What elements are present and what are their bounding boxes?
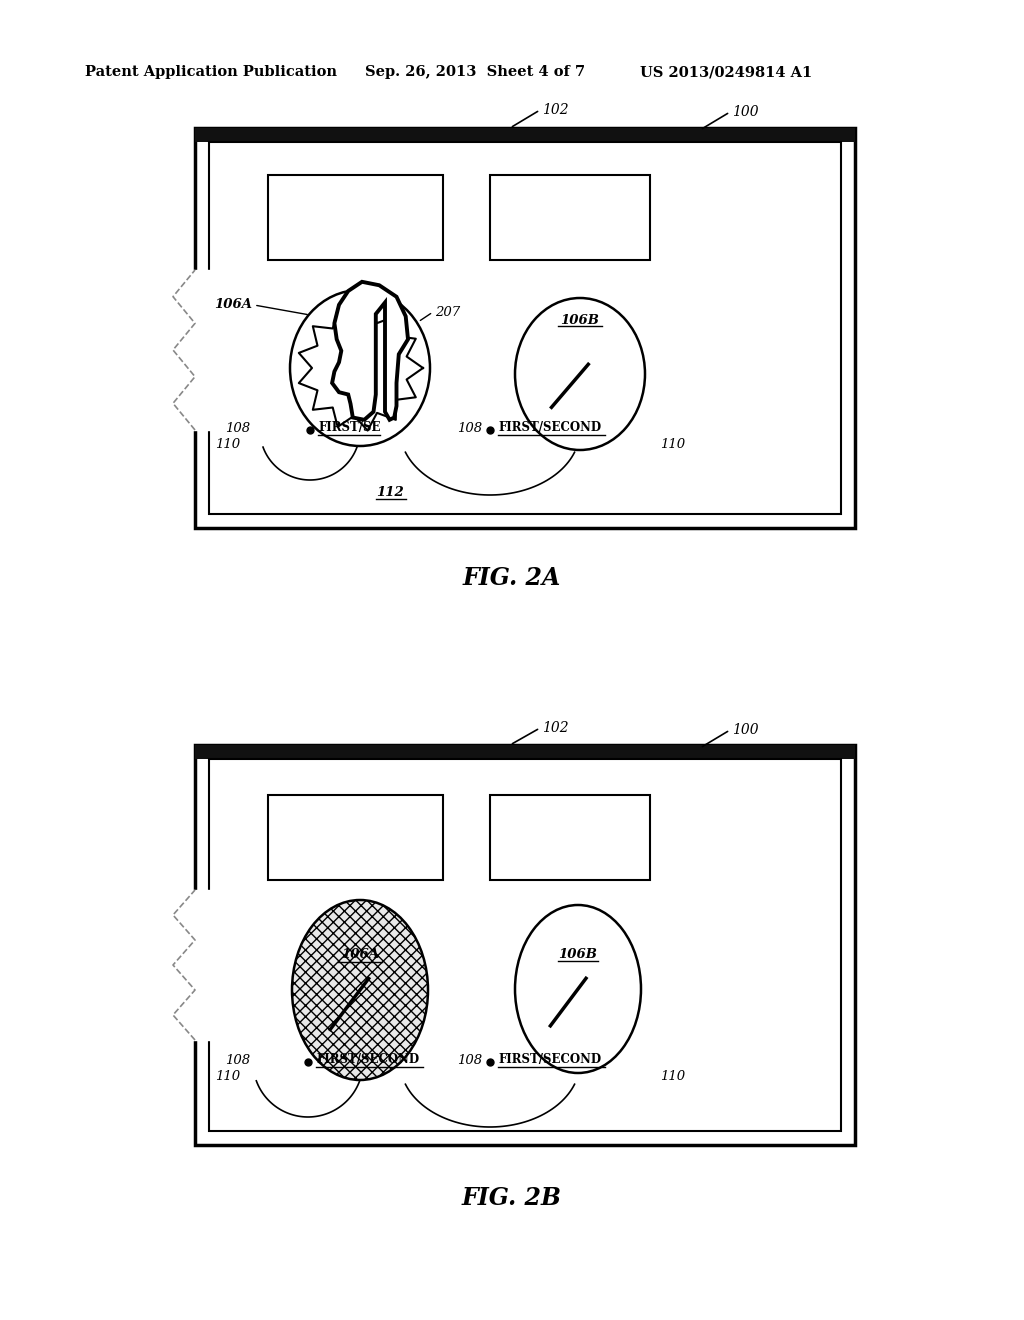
Text: FIG. 2B: FIG. 2B [462, 1185, 562, 1210]
Polygon shape [332, 281, 408, 420]
Text: 110: 110 [660, 1069, 685, 1082]
Polygon shape [299, 305, 423, 430]
Text: FIRST/SECOND: FIRST/SECOND [498, 421, 601, 433]
Text: Sep. 26, 2013  Sheet 4 of 7: Sep. 26, 2013 Sheet 4 of 7 [365, 65, 585, 79]
Text: 207: 207 [435, 305, 460, 318]
Text: 110: 110 [215, 437, 240, 450]
Text: 108: 108 [457, 1053, 482, 1067]
Ellipse shape [292, 900, 428, 1080]
Text: 106A: 106A [341, 949, 379, 961]
Text: 112: 112 [376, 486, 403, 499]
Text: 108: 108 [225, 421, 250, 434]
Text: 100: 100 [732, 106, 759, 119]
Bar [195, 128, 855, 143]
Bar [209, 143, 841, 513]
Text: FIG. 2A: FIG. 2A [463, 566, 561, 590]
Bar [267, 176, 442, 260]
Text: 100: 100 [732, 723, 759, 737]
Text: 108: 108 [457, 421, 482, 434]
Text: 102: 102 [542, 721, 568, 735]
Text: FIRST/SECOND: FIRST/SECOND [316, 1052, 419, 1065]
Ellipse shape [515, 298, 645, 450]
Bar [195, 128, 855, 528]
Text: FIRST/SE: FIRST/SE [318, 421, 381, 433]
Text: US 2013/0249814 A1: US 2013/0249814 A1 [640, 65, 812, 79]
Text: 108: 108 [225, 1053, 250, 1067]
Text: 106B: 106B [560, 314, 599, 326]
Bar [267, 795, 442, 880]
Bar [195, 744, 855, 759]
Text: 106B: 106B [558, 948, 597, 961]
Bar [490, 176, 650, 260]
Text: 110: 110 [660, 437, 685, 450]
Bar [209, 759, 841, 1131]
Text: 110: 110 [215, 1069, 240, 1082]
Ellipse shape [515, 906, 641, 1073]
Text: 106A: 106A [214, 298, 252, 312]
Text: Patent Application Publication: Patent Application Publication [85, 65, 337, 79]
Bar [195, 744, 855, 1144]
Text: FIRST/SECOND: FIRST/SECOND [498, 1052, 601, 1065]
Ellipse shape [290, 290, 430, 446]
Bar [490, 795, 650, 880]
Text: 102: 102 [542, 103, 568, 117]
